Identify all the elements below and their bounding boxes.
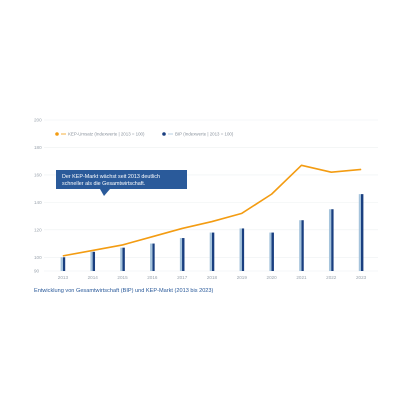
y-tick-label: 90 [34, 269, 40, 274]
x-axis-ticks: 2013 2014 2015 2016 2017 2018 2019 2020 2021 2022… [58, 275, 367, 280]
point-kep-2019 [241, 213, 243, 214]
x-tick-label: 2022 [326, 275, 337, 280]
point-kep-2017 [181, 228, 183, 229]
callout-text-line: Der KEP-Markt wächst seit 2013 deutlich [62, 174, 160, 180]
bar-bip-2019 [239, 228, 245, 271]
x-tick-label: 2021 [296, 275, 307, 280]
legend-label-bip: BIP (Indexwerte | 2013 = 100) [175, 132, 234, 137]
bar-bip-2014 [90, 251, 96, 271]
y-tick-label: 140 [34, 200, 42, 205]
point-kep-2015 [122, 244, 123, 246]
y-axis-ticks: 90 100 120 140 160 180 200 [34, 118, 42, 274]
point-kep-2021 [301, 165, 302, 166]
x-tick-label: 2023 [356, 275, 367, 280]
callout-pointer [100, 189, 110, 196]
point-kep-2022 [330, 171, 332, 173]
bar-bip-2022 [328, 209, 334, 271]
bar-bip-2020 [269, 232, 274, 271]
point-kep-2014 [92, 250, 94, 251]
x-tick-label: 2020 [267, 275, 278, 280]
point-kep-2018 [211, 221, 213, 222]
callout-box [56, 170, 187, 189]
x-tick-label: 2015 [117, 275, 128, 280]
legend-label-kep: KEP-Umsatz (Indexwerte | 2013 = 100) [68, 132, 145, 137]
bar-bip-2021 [299, 220, 304, 271]
legend-marker-bip [162, 132, 166, 136]
kep-line [62, 164, 362, 257]
bar-bip-2013 [60, 257, 66, 271]
point-kep-2020 [271, 193, 272, 195]
y-tick-label: 100 [34, 255, 42, 260]
x-tick-label: 2016 [147, 275, 158, 280]
x-tick-label: 2013 [58, 275, 69, 280]
bar-bip-2015 [120, 247, 125, 271]
legend-marker-kep [55, 132, 59, 136]
point-kep-2013 [62, 255, 64, 257]
y-tick-label: 160 [34, 173, 42, 178]
chart-caption: Entwicklung von Gesamtwirtschaft (BIP) u… [34, 288, 214, 294]
x-tick-label: 2014 [88, 275, 99, 280]
legend: KEP-Umsatz (Indexwerte | 2013 = 100) BIP … [55, 132, 234, 137]
callout: Der KEP-Markt wächst seit 2013 deutlichs… [56, 170, 187, 196]
point-kep-2023 [360, 169, 362, 170]
x-tick-label: 2019 [237, 275, 248, 280]
x-tick-label: 2017 [177, 275, 188, 280]
bar-bip-2016 [150, 243, 155, 271]
bip-bars [60, 194, 364, 271]
callout-text-line: schneller als die Gesamtwirtschaft. [62, 181, 145, 187]
bar-bip-2017 [179, 238, 185, 271]
point-kep-2016 [152, 236, 153, 237]
y-tick-label: 120 [34, 227, 42, 232]
y-tick-label: 180 [34, 145, 42, 150]
x-tick-label: 2018 [207, 275, 218, 280]
bar-bip-2018 [209, 232, 215, 271]
bar-bip-2023 [358, 194, 364, 271]
y-tick-label: 200 [34, 118, 42, 123]
